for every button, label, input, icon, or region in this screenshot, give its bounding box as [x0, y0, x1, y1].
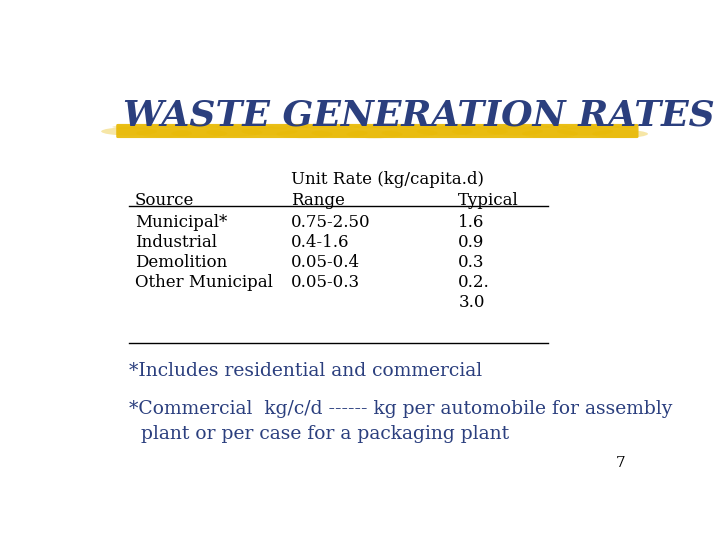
Text: Source: Source [135, 192, 194, 208]
Ellipse shape [207, 127, 262, 135]
Text: 0.05-0.4: 0.05-0.4 [291, 254, 360, 272]
Ellipse shape [510, 125, 533, 129]
Ellipse shape [476, 125, 498, 129]
Ellipse shape [181, 125, 204, 129]
Ellipse shape [347, 130, 402, 138]
Ellipse shape [382, 129, 438, 137]
Ellipse shape [112, 125, 135, 129]
Ellipse shape [312, 129, 367, 137]
Text: Demolition: Demolition [135, 254, 227, 272]
Ellipse shape [417, 126, 472, 134]
Ellipse shape [545, 125, 567, 129]
Ellipse shape [164, 125, 186, 129]
Text: 0.9: 0.9 [459, 234, 485, 252]
Text: Range: Range [291, 192, 345, 208]
Ellipse shape [487, 130, 543, 138]
Text: 0.2.: 0.2. [459, 274, 490, 292]
Ellipse shape [233, 125, 256, 129]
Ellipse shape [303, 125, 325, 129]
Ellipse shape [276, 127, 333, 135]
Ellipse shape [557, 130, 613, 138]
Ellipse shape [216, 125, 238, 129]
Ellipse shape [593, 130, 648, 138]
Ellipse shape [452, 126, 508, 135]
Ellipse shape [147, 125, 169, 129]
Text: *Commercial  kg/c/d ------ kg per automobile for assembly
  plant or per case fo: *Commercial kg/c/d ------ kg per automob… [129, 400, 672, 442]
Ellipse shape [459, 125, 481, 129]
Ellipse shape [320, 125, 343, 129]
Ellipse shape [372, 125, 395, 129]
Text: Typical: Typical [459, 192, 519, 208]
Text: Other Municipal: Other Municipal [135, 274, 272, 292]
Text: 0.4-1.6: 0.4-1.6 [291, 234, 349, 252]
Ellipse shape [493, 125, 516, 129]
Text: 7: 7 [616, 456, 626, 470]
Text: 3.0: 3.0 [459, 294, 485, 312]
Ellipse shape [528, 125, 550, 129]
Ellipse shape [171, 129, 227, 137]
Text: Industrial: Industrial [135, 234, 217, 252]
Ellipse shape [580, 125, 602, 129]
Text: 1.6: 1.6 [459, 214, 485, 232]
Ellipse shape [597, 125, 619, 129]
Text: WASTE GENERATION RATES: WASTE GENERATION RATES [124, 98, 715, 132]
Ellipse shape [424, 125, 446, 129]
Ellipse shape [390, 125, 412, 129]
Text: *Includes residential and commercial: *Includes residential and commercial [129, 362, 482, 380]
Text: 0.75-2.50: 0.75-2.50 [291, 214, 371, 232]
Ellipse shape [355, 125, 377, 129]
Text: Municipal*: Municipal* [135, 214, 227, 232]
Ellipse shape [338, 125, 360, 129]
Ellipse shape [268, 125, 290, 129]
Ellipse shape [407, 125, 429, 129]
Ellipse shape [562, 125, 585, 129]
Ellipse shape [441, 125, 464, 129]
Ellipse shape [136, 126, 192, 134]
Text: 0.05-0.3: 0.05-0.3 [291, 274, 360, 292]
Ellipse shape [251, 125, 273, 129]
Ellipse shape [101, 128, 157, 136]
Ellipse shape [130, 125, 152, 129]
Ellipse shape [199, 125, 221, 129]
FancyBboxPatch shape [116, 124, 639, 138]
Ellipse shape [615, 125, 636, 129]
Text: 0.3: 0.3 [459, 254, 485, 272]
Ellipse shape [241, 130, 297, 138]
Ellipse shape [286, 125, 308, 129]
Ellipse shape [522, 129, 578, 137]
Text: Unit Rate (kg/capita.d): Unit Rate (kg/capita.d) [291, 171, 484, 188]
